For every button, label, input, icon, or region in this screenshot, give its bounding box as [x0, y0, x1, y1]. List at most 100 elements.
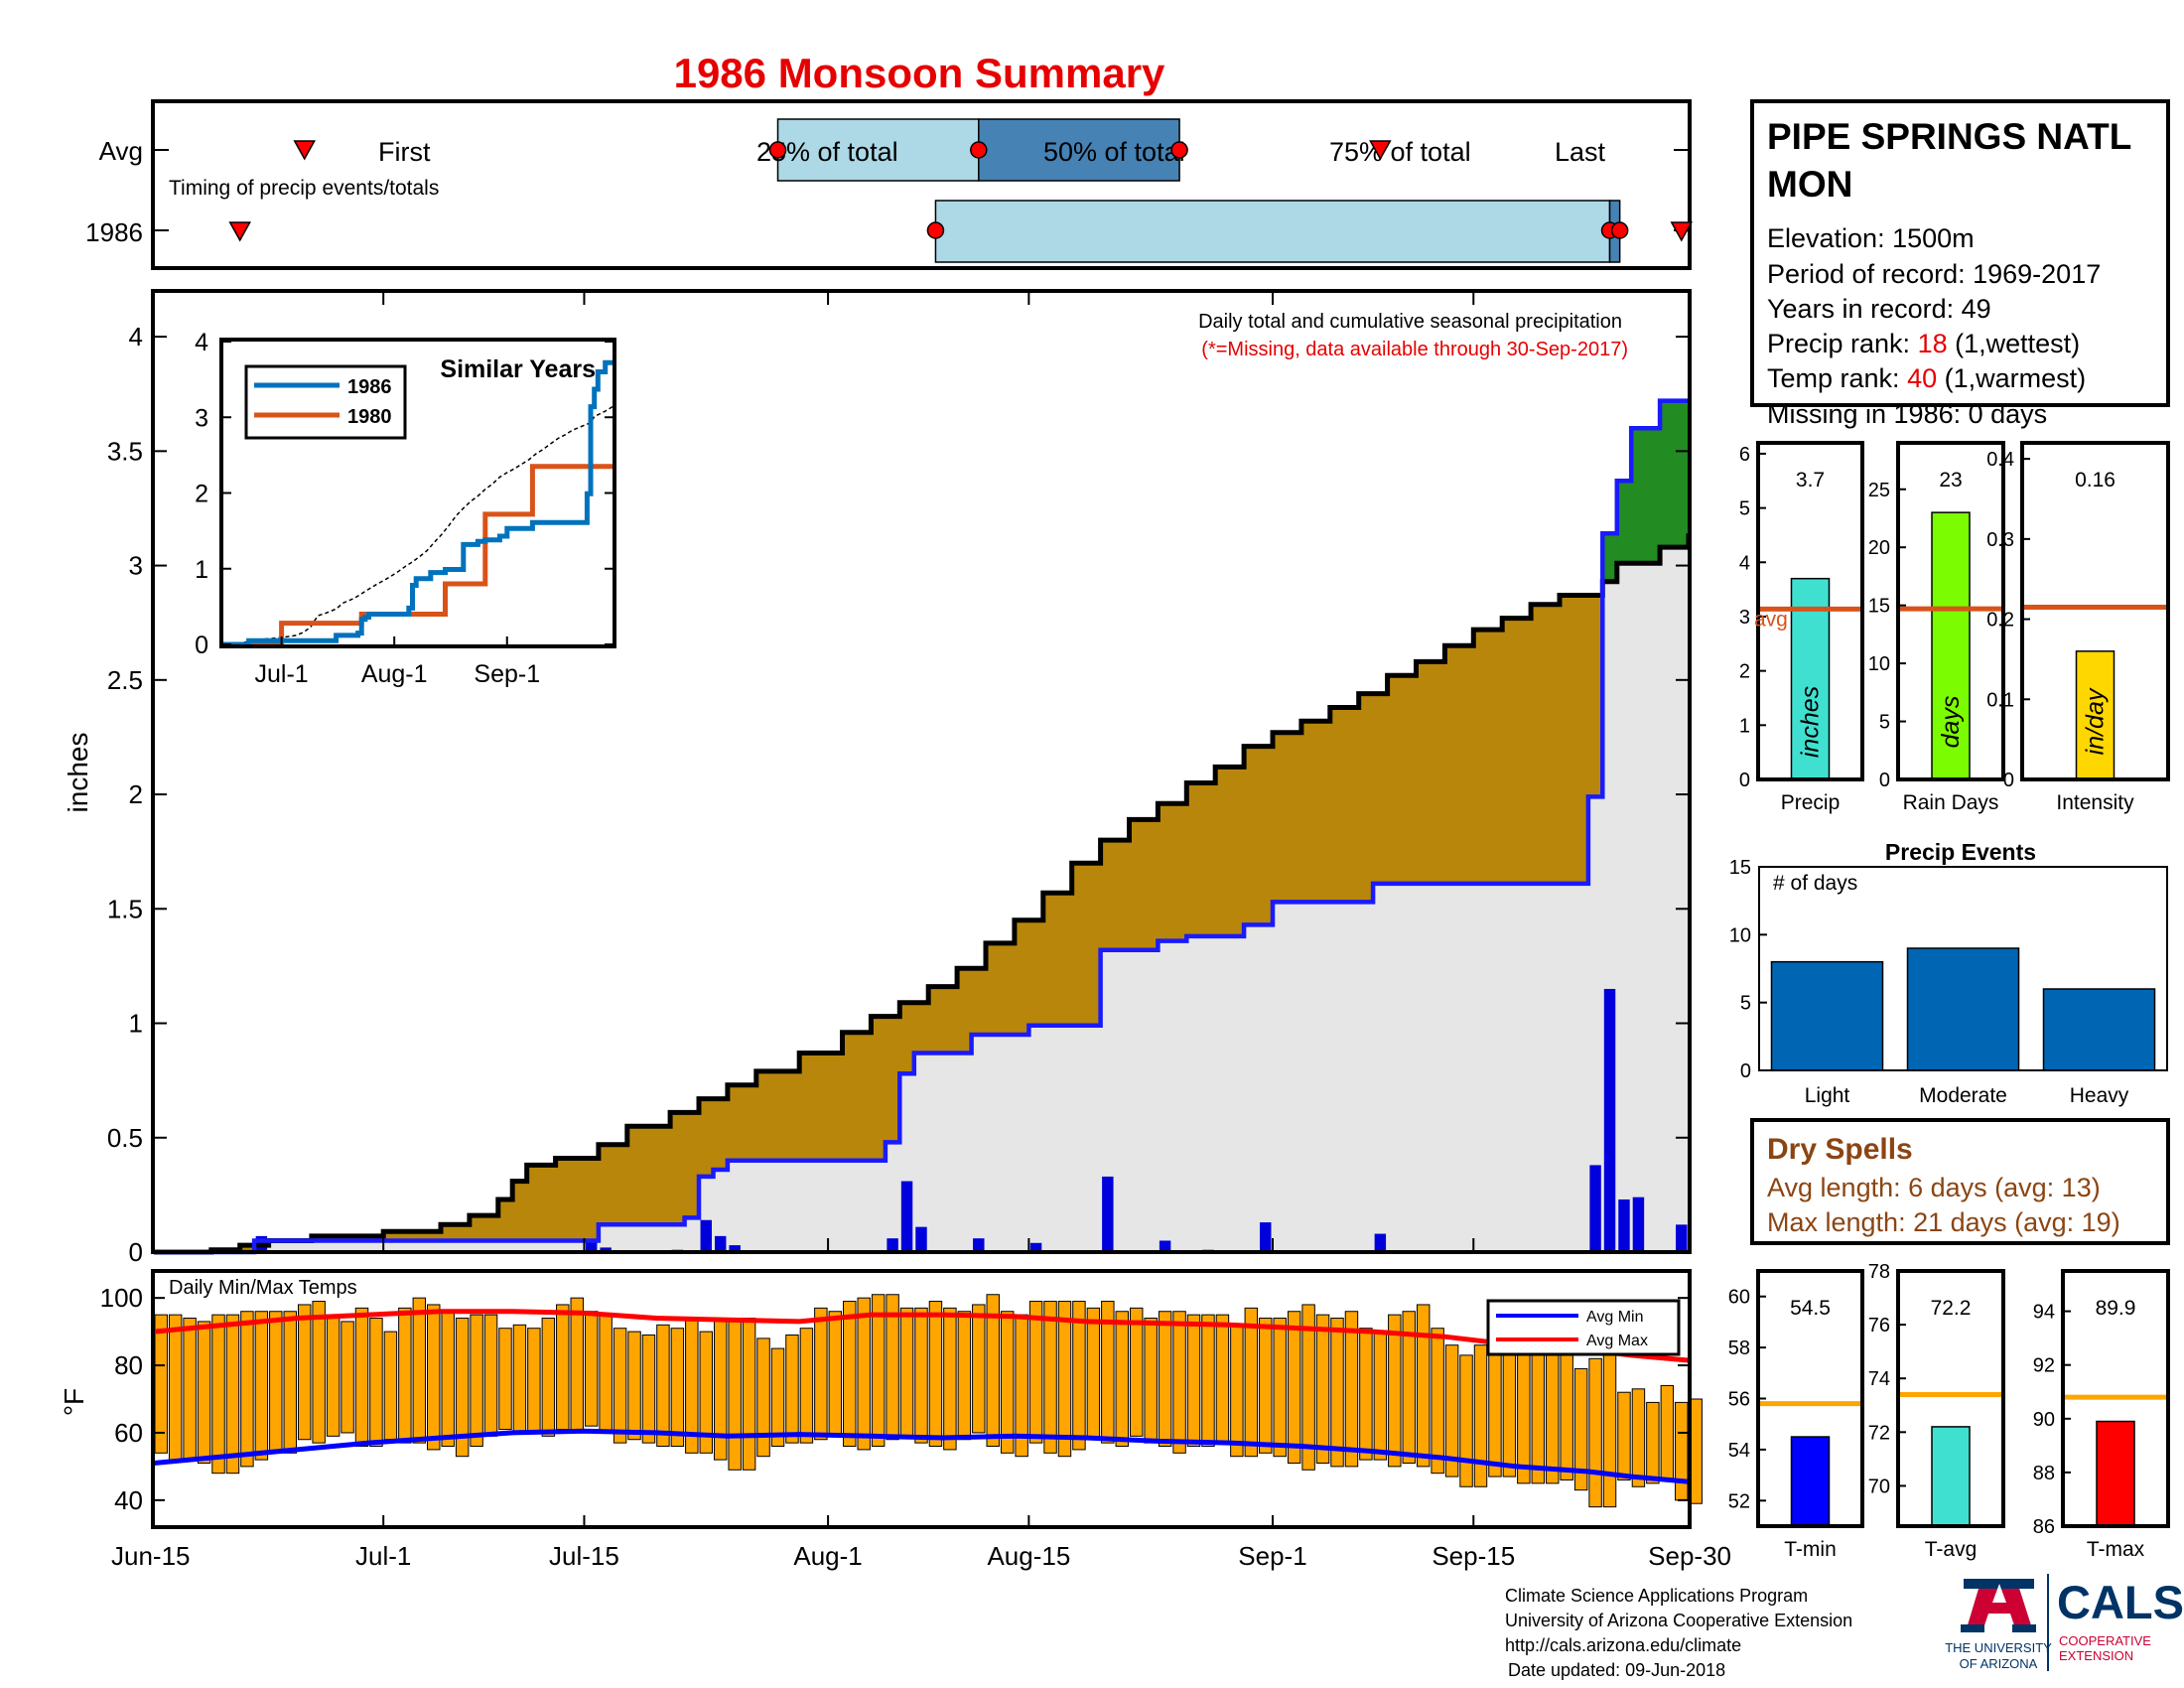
events-bar	[1906, 947, 2020, 1071]
mini-value-label: 3.7	[1796, 469, 1825, 492]
main-plot-frame	[151, 289, 1692, 1254]
ua-a-logo-icon	[1961, 1579, 2036, 1632]
mini-y-tick-label: 78	[1868, 1261, 1890, 1283]
mini-value-label: 72.2	[1931, 1297, 1972, 1320]
daily-temp-bar	[527, 1328, 541, 1434]
inset-1986-line	[223, 359, 613, 647]
missing-data-note: (*=Missing, data available through 30-Se…	[1201, 339, 1628, 360]
temp-legend-box	[1486, 1299, 1681, 1356]
deficit-fill-segment	[1344, 707, 1360, 903]
footer-line2: University of Arizona Cooperative Extens…	[1505, 1611, 1852, 1630]
daily-temp-bar	[455, 1318, 470, 1458]
main-y-tick-label: 2	[129, 779, 143, 809]
temp-rank-note: (1,warmest)	[1937, 363, 2086, 393]
deficit-fill-segment	[641, 1126, 657, 1225]
deficit-fill-segment	[239, 1245, 255, 1252]
station-missing-days: Missing in 1986: 0 days	[1767, 399, 2047, 429]
deficit-fill-segment	[1473, 630, 1489, 884]
daily-temp-bar	[512, 1324, 527, 1434]
events-bar	[2042, 988, 2156, 1071]
daily-temp-bar	[1402, 1311, 1416, 1464]
deficit-fill-segment	[1071, 863, 1087, 1026]
timing-label-last: Last	[1555, 137, 1606, 167]
mini-chart-precip_total: 0 1 2 3 4 5 6 3.7 Precip inches avg	[1739, 441, 1864, 814]
daily-precip-bar	[1603, 988, 1616, 1252]
temp-y-tick-label: 100	[100, 1283, 143, 1313]
deficit-fill-segment	[1171, 803, 1187, 941]
daily-temp-bar	[1287, 1311, 1301, 1464]
precip-events-ylabel: # of days	[1773, 872, 1857, 895]
deficit-fill-segment	[986, 942, 1002, 1036]
ua-logo-line2: OF ARIZONA	[1960, 1656, 2038, 1671]
timing-label-75pct: 75% of total	[1329, 137, 1471, 167]
deficit-fill-segment	[626, 1126, 642, 1225]
mini-plot-frame	[2061, 1269, 2170, 1528]
deficit-fill-segment	[755, 1070, 771, 1161]
daily-temp-bar	[1675, 1401, 1689, 1501]
daily-temp-bar	[1301, 1304, 1315, 1471]
daily-temp-bar	[570, 1297, 584, 1431]
temp-y-axis-label: °F	[59, 1388, 89, 1416]
dry-spells-max-length: Max length: 21 days (avg: 19)	[1767, 1207, 2120, 1237]
temp-legend-min: Avg Min	[1586, 1309, 1644, 1326]
daily-temp-bar	[670, 1328, 685, 1448]
mini-y-tick-label: 72	[1868, 1422, 1890, 1444]
mini-category-label: Precip	[1781, 791, 1841, 814]
deficit-fill-segment	[1300, 721, 1316, 903]
deficit-fill-segment	[483, 1215, 499, 1241]
daily-temp-bar	[498, 1328, 512, 1431]
mini-y-tick-label: 0.4	[1986, 449, 2014, 471]
precip-events-bars: 0 5 10 15 Light Moderate Heavy	[1729, 857, 2156, 1107]
avg-50-75-box	[978, 118, 1180, 182]
daily-temp-bar	[1344, 1311, 1359, 1468]
dry-spells-box: Dry Spells Avg length: 6 days (avg: 13) …	[1750, 1118, 2170, 1245]
mini-y-tick-label: 58	[1728, 1337, 1750, 1359]
date-axis-label: Jun-15	[111, 1541, 191, 1571]
inset-legend-1986: 1986	[347, 376, 392, 398]
station-name-line2: MON	[1767, 164, 1852, 205]
mini-y-tick-label: 5	[1739, 498, 1750, 520]
daily-temp-bar	[297, 1304, 312, 1441]
daily-temps-panel: 40 60 80 100 Jun-15 Jul-1 Jul-15 Aug-1 Aug-15 Se…	[59, 1269, 1731, 1571]
timing-panel: Avg 1986 Timing of precip events/totals …	[85, 99, 1694, 270]
daily-temp-bar	[584, 1311, 599, 1427]
precip-events-title: Precip Events	[1885, 839, 2036, 865]
deficit-fill-segment	[1272, 732, 1289, 903]
daily-temp-bar	[1588, 1357, 1602, 1508]
mini-y-tick-label: 74	[1868, 1368, 1890, 1390]
events-category-label: Light	[1805, 1084, 1850, 1107]
deficit-fill-segment	[1186, 782, 1202, 936]
mini-chart-tmax_summary: 86 88 90 92 94 89.9 T-max	[2033, 1269, 2170, 1561]
avg-last-marker-icon	[1369, 140, 1392, 161]
mini-y-tick-label: 1	[1739, 715, 1750, 737]
daily-precip-bar	[1029, 1242, 1042, 1252]
avg-75pct-marker	[1170, 141, 1188, 159]
inset-legend-box	[244, 364, 407, 440]
deficit-fill-segment	[828, 1053, 844, 1161]
daily-temp-bar	[1359, 1328, 1373, 1461]
deficit-fill-segment	[899, 1002, 915, 1074]
deficit-fill-segment	[1000, 942, 1016, 1036]
mini-y-tick-label: 4	[1739, 552, 1750, 574]
main-y-tick-label: 1	[129, 1009, 143, 1039]
mini-plot-frame	[2020, 441, 2170, 781]
deficit-fill-segment	[541, 1165, 557, 1241]
daily-temp-bar	[354, 1307, 369, 1448]
daily-temp-bar	[1646, 1401, 1660, 1484]
daily-temp-bar	[1531, 1340, 1546, 1484]
y1986-25-50-box	[934, 200, 1611, 263]
mini-y-tick-label: 0.1	[1986, 689, 2014, 711]
daily-temp-bar	[1416, 1304, 1431, 1468]
deficit-fill-segment	[813, 1053, 829, 1161]
daily-temp-bar	[599, 1314, 613, 1434]
mini-plot-frame	[1756, 441, 1864, 781]
precip-events-chart: Precip Events # of days 0 5 10 15 Light Moder…	[1729, 839, 2168, 1107]
timing-boxes	[776, 118, 1621, 263]
daily-temp-bar	[899, 1307, 914, 1437]
deficit-fill-segment	[1042, 893, 1058, 1026]
inset-y-tick-label: 1	[195, 556, 208, 584]
deficit-fill-segment	[1200, 782, 1216, 936]
1986-last-marker-icon	[1670, 221, 1694, 242]
inset-avg-line	[222, 405, 614, 645]
